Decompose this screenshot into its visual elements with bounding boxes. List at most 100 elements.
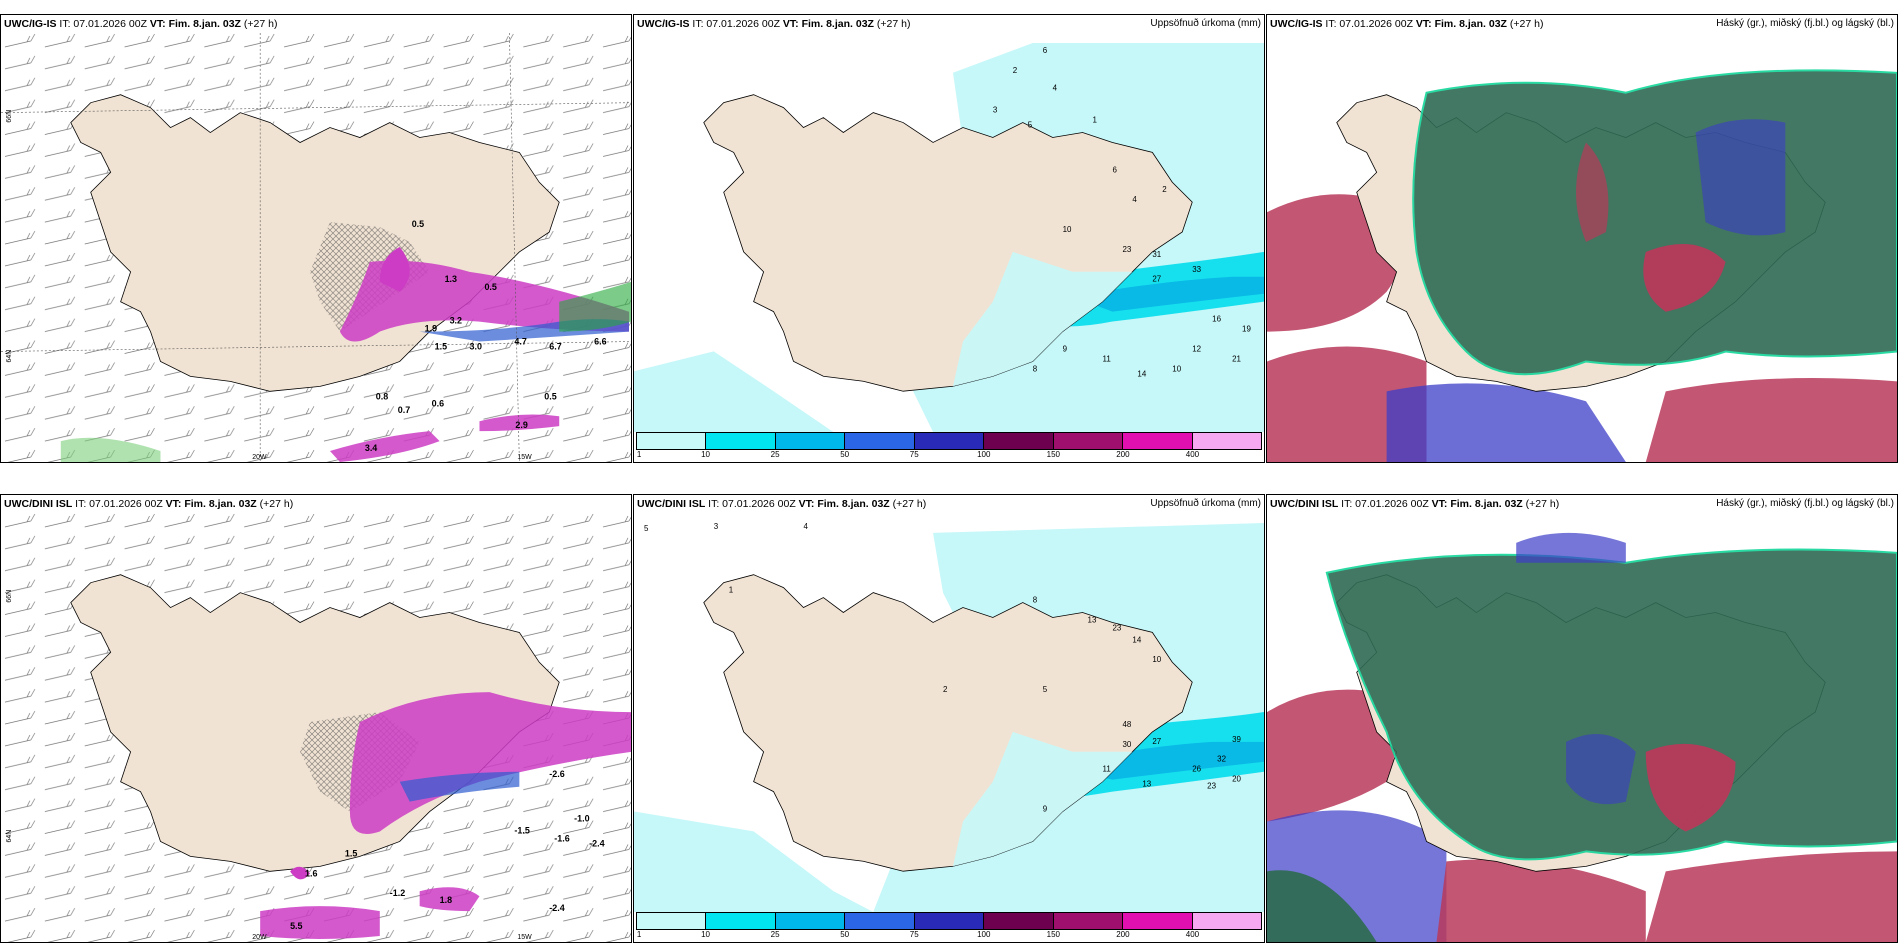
svg-text:10: 10: [1063, 225, 1072, 234]
svg-text:11: 11: [1103, 765, 1112, 774]
svg-text:3: 3: [993, 106, 998, 115]
wind-map: 0.5 1.3 0.5 3.2 1.9 1.5 3.0 4.7 6.7 6.6 0.8 0.7 …: [1, 33, 631, 462]
svg-text:64N: 64N: [6, 350, 13, 363]
svg-text:0.8: 0.8: [376, 391, 388, 401]
svg-text:66N: 66N: [6, 110, 13, 123]
model-name: UWC/IG-IS: [1270, 18, 1323, 30]
svg-text:6.6: 6.6: [594, 337, 606, 347]
svg-text:27: 27: [1152, 275, 1161, 284]
legend-tick: 10: [701, 930, 710, 939]
svg-text:5: 5: [1028, 121, 1033, 130]
legend-swatch: [637, 913, 707, 929]
legend-swatch: [845, 913, 915, 929]
lead-time: (+27 h): [1509, 18, 1544, 30]
legend-tick: 25: [770, 450, 780, 459]
model-name: UWC/DINI ISL: [637, 498, 706, 510]
svg-text:23: 23: [1112, 623, 1121, 632]
svg-text:16: 16: [1212, 315, 1221, 324]
legend-tick: 1: [636, 450, 642, 459]
valid-time: Fim. 8.jan. 03Z: [184, 498, 257, 510]
svg-text:1.6: 1.6: [305, 868, 317, 878]
legend-swatch: [637, 433, 707, 449]
svg-text:1.3: 1.3: [445, 274, 457, 284]
legend-swatch: [1053, 913, 1124, 929]
legend-swatch: [845, 433, 915, 449]
init-time: IT: 07.01.2026 00Z: [1341, 498, 1429, 510]
panel-bottom-clouds: UWC/DINI ISL IT: 07.01.2026 00Z VT: Fim.…: [1266, 494, 1898, 943]
svg-text:1.5: 1.5: [435, 342, 447, 352]
panel-top-precip: UWC/IG-IS IT: 07.01.2026 00Z VT: Fim. 8.…: [633, 14, 1265, 463]
init-time: IT: 07.01.2026 00Z: [692, 18, 780, 30]
panel-header: UWC/DINI ISL IT: 07.01.2026 00Z VT: Fim.…: [634, 495, 1264, 513]
svg-text:8: 8: [1033, 596, 1038, 605]
lead-time: (+27 h): [1525, 498, 1560, 510]
svg-text:14: 14: [1132, 635, 1141, 644]
svg-text:33: 33: [1192, 265, 1201, 274]
svg-text:13: 13: [1088, 615, 1097, 624]
svg-text:9: 9: [1043, 805, 1048, 814]
init-time: IT: 07.01.2026 00Z: [75, 498, 163, 510]
cloud-map: [1267, 513, 1897, 942]
svg-text:30: 30: [1122, 740, 1131, 749]
svg-text:6.7: 6.7: [549, 342, 561, 352]
valid-label: VT:: [782, 18, 799, 30]
svg-text:1.9: 1.9: [425, 324, 437, 334]
svg-text:0.5: 0.5: [412, 219, 424, 229]
svg-text:-1.5: -1.5: [514, 826, 529, 836]
svg-text:32: 32: [1217, 755, 1226, 764]
precip-map: 5 3 4 1 2 8 13 23 14 10 5 48 30 27 39 32 20 26 23 13 1…: [634, 513, 1264, 912]
panel-top-wind: UWC/IG-IS IT: 07.01.2026 00Z VT: Fim. 8.…: [0, 14, 632, 463]
svg-text:-2.6: -2.6: [549, 769, 564, 779]
panel-header: UWC/IG-IS IT: 07.01.2026 00Z VT: Fim. 8.…: [1, 15, 631, 33]
legend-swatch: [706, 433, 776, 449]
init-time: IT: 07.01.2026 00Z: [1325, 18, 1413, 30]
svg-text:-1.2: -1.2: [390, 888, 405, 898]
svg-text:6: 6: [1112, 165, 1117, 174]
legend-tick: 10: [701, 450, 710, 459]
precip-band: [339, 260, 630, 342]
map-title: Uppsöfnuð úrkoma (mm): [1150, 498, 1261, 509]
legend-tick: 50: [840, 450, 850, 459]
wind-map: -2.6 -1.5 -1.6 -1.0 -2.4 -1.2 -2.4 1.5 1.8 1.6…: [1, 513, 631, 942]
svg-text:3.2: 3.2: [450, 316, 462, 326]
svg-text:19: 19: [1242, 325, 1251, 334]
cloud-map: [1267, 33, 1897, 462]
valid-label: VT:: [149, 18, 166, 30]
svg-text:2: 2: [943, 685, 948, 694]
legend-swatch: [1123, 433, 1193, 449]
valid-label: VT:: [798, 498, 815, 510]
svg-text:2.9: 2.9: [515, 420, 527, 430]
lead-time: (+27 h): [876, 18, 911, 30]
legend-tick: 25: [770, 930, 780, 939]
valid-label: VT:: [1431, 498, 1448, 510]
svg-text:-2.4: -2.4: [589, 838, 604, 848]
svg-text:15W: 15W: [517, 454, 532, 461]
legend-tick: 150: [1046, 930, 1061, 939]
valid-time: Fim. 8.jan. 03Z: [801, 18, 874, 30]
panel-header: UWC/IG-IS IT: 07.01.2026 00Z VT: Fim. 8.…: [1267, 15, 1897, 33]
model-name: UWC/DINI ISL: [1270, 498, 1339, 510]
svg-text:48: 48: [1122, 720, 1131, 729]
legend-swatch: [984, 433, 1054, 449]
valid-time: Fim. 8.jan. 03Z: [168, 18, 241, 30]
svg-text:13: 13: [1142, 780, 1151, 789]
legend-tick: 50: [840, 930, 850, 939]
svg-text:21: 21: [1232, 354, 1241, 363]
panel-header: UWC/DINI ISL IT: 07.01.2026 00Z VT: Fim.…: [1, 495, 631, 513]
svg-text:-1.0: -1.0: [574, 814, 589, 824]
legend-swatch: [914, 433, 985, 449]
svg-text:5: 5: [1043, 685, 1048, 694]
svg-text:64N: 64N: [6, 830, 13, 843]
legend-tick: 200: [1116, 930, 1130, 939]
svg-text:20W: 20W: [252, 934, 267, 941]
legend-swatch: [1192, 913, 1261, 929]
valid-time: Fim. 8.jan. 03Z: [1434, 18, 1507, 30]
svg-text:3: 3: [714, 522, 719, 531]
legend-swatch: [984, 913, 1054, 929]
valid-label: VT:: [1415, 18, 1432, 30]
svg-text:4: 4: [803, 522, 808, 531]
map-title: Uppsöfnuð úrkoma (mm): [1150, 18, 1261, 29]
legend-swatch: [775, 913, 846, 929]
map-title: Háský (gr.), miðský (fj.bl.) og lágský (…: [1716, 18, 1894, 29]
precip-legend: 1 10 25 50 75 100 150 200 400: [636, 432, 1262, 459]
